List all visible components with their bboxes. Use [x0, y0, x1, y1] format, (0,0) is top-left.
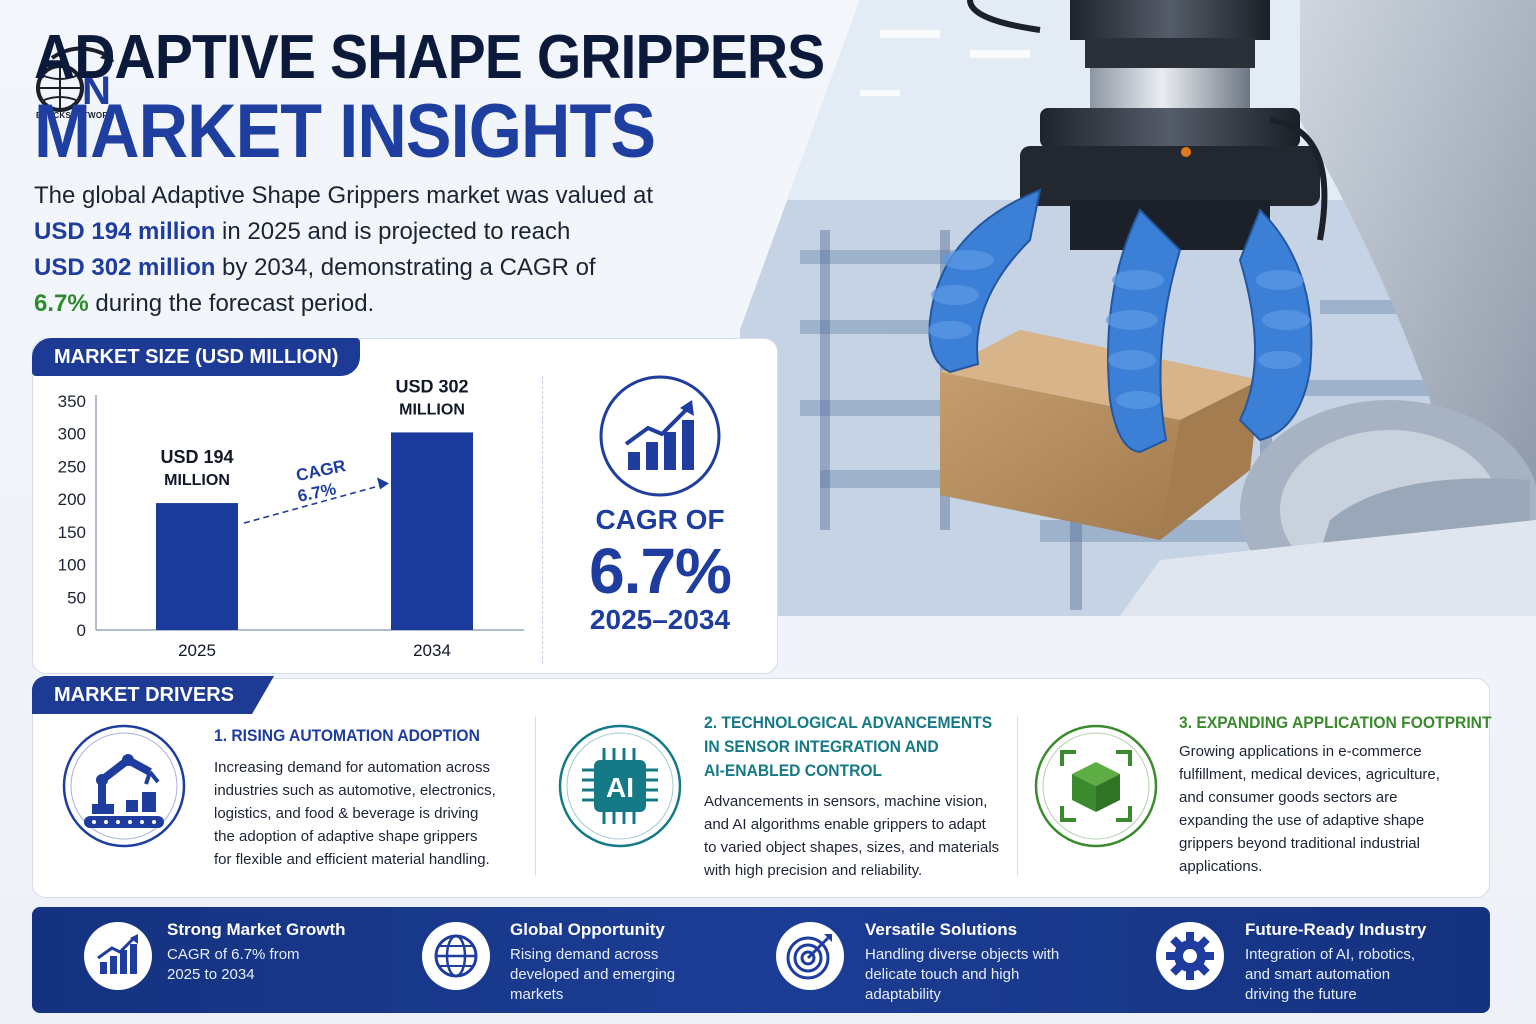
driver-1-body: industries such as automotive, electroni… — [214, 782, 496, 799]
highlight-3-title: Versatile Solutions — [865, 920, 1018, 939]
highlight-2-icon-bg — [422, 922, 490, 990]
x-tick-label: 2025 — [178, 641, 216, 660]
intro-text-2: in 2025 and is projected to reach — [215, 218, 571, 245]
cagr-annotation-text: CAGR — [294, 456, 347, 485]
driver-2-title: IN SENSOR INTEGRATION AND — [704, 737, 939, 756]
driver-1-body: the adoption of adaptive shape grippers — [214, 828, 478, 845]
cagr-arrow-line — [243, 484, 382, 524]
y-tick-label: 50 — [67, 588, 86, 607]
bar-2025 — [156, 503, 238, 630]
driver-3-body: and consumer goods sectors are — [1179, 789, 1398, 806]
hero-gripper-image — [740, 0, 1536, 616]
logo-text: BLACKSNETWORK — [36, 111, 115, 120]
cagr-value: 6.7% — [589, 535, 732, 607]
driver-3-body: fulfillment, medical devices, agricultur… — [1179, 766, 1440, 783]
driver-2-title: 2. TECHNOLOGICAL ADVANCEMENTS — [704, 713, 993, 732]
driver-1-body: for flexible and efficient material hand… — [214, 851, 490, 868]
growth-chart-icon — [599, 375, 721, 497]
driver-3-body: Growing applications in e-commerce — [1179, 743, 1422, 760]
svg-text:AI: AI — [606, 772, 634, 803]
intro-text-4: during the forecast period. — [88, 290, 375, 317]
target-icon — [786, 934, 832, 980]
driver-1-body: Increasing demand for automation across — [214, 759, 490, 776]
driver-2-body: to varied object shapes, sizes, and mate… — [704, 839, 1000, 856]
intro-value-2025: USD 194 million — [34, 218, 216, 245]
y-tick-label: 150 — [58, 523, 86, 542]
bar-data-label: MILLION — [399, 401, 465, 418]
title-line-2: MARKET INSIGHTS — [34, 89, 656, 174]
bar-data-label: USD 302 — [395, 380, 468, 396]
highlight-3-body: Handling diverse objects with — [865, 946, 1060, 963]
y-tick-label: 350 — [58, 392, 86, 411]
driver-1-title: 1. RISING AUTOMATION ADOPTION — [214, 726, 480, 745]
market-drivers-card — [32, 678, 1490, 898]
market-drivers-label: MARKET DRIVERS — [32, 676, 274, 714]
bar-data-label: USD 194 — [160, 447, 233, 467]
driver-3-body: grippers beyond traditional industrial — [1179, 835, 1420, 852]
y-tick-label: 250 — [58, 457, 86, 476]
data-labels: USD 194 MILLION USD 302 MILLION — [160, 380, 468, 489]
intro-text-3: by 2034, demonstrating a CAGR of — [215, 254, 596, 281]
driver-divider-1 — [535, 716, 536, 876]
box-scan-icon — [1034, 724, 1158, 848]
highlight-4-body: driving the future — [1245, 986, 1357, 1003]
driver-1-body: logistics, and food & beverage is drivin… — [214, 805, 479, 822]
card-divider — [542, 376, 543, 664]
robot-arm-icon — [62, 724, 186, 848]
gear-icon — [1166, 932, 1214, 980]
highlight-4-title: Future-Ready Industry — [1245, 920, 1427, 939]
highlight-1-body: 2025 to 2034 — [167, 966, 255, 983]
highlight-2-body: markets — [510, 986, 564, 1003]
y-tick-label: 100 — [58, 556, 86, 575]
highlight-3-body: delicate touch and high — [865, 966, 1020, 983]
highlight-1-icon-bg — [84, 922, 152, 990]
bars — [156, 432, 473, 630]
highlight-2-body: Rising demand across — [510, 946, 659, 963]
highlight-4-body: and smart automation — [1245, 966, 1391, 983]
driver-2-body: with high precision and reliability. — [704, 862, 923, 879]
highlight-2-title: Global Opportunity — [510, 920, 665, 939]
highlight-2-body: developed and emerging — [510, 966, 676, 983]
highlight-1-title: Strong Market Growth — [167, 920, 346, 939]
x-axis: 2025 2034 — [178, 641, 451, 660]
bar-data-label: MILLION — [164, 472, 230, 489]
cagr-of-label: CAGR OF — [595, 504, 725, 535]
driver-2-title: AI-ENABLED CONTROL — [704, 761, 883, 780]
y-tick-label: 200 — [58, 490, 86, 509]
driver-3-title: 3. EXPANDING APPLICATION FOOTPRINT — [1179, 713, 1492, 732]
driver-2-body: Advancements in sensors, machine vision, — [704, 793, 988, 810]
intro-text-1: The global Adaptive Shape Grippers marke… — [34, 182, 654, 209]
driver-3-body: applications. — [1179, 858, 1263, 875]
driver-3-body: expanding the use of adaptive shape — [1179, 812, 1425, 829]
driver-divider-2 — [1017, 716, 1018, 876]
driver-2-body: and AI algorithms enable grippers to ada… — [704, 816, 986, 833]
growth-chart-icon — [97, 934, 138, 974]
highlight-4-body: Integration of AI, robotics, — [1245, 946, 1416, 963]
x-tick-label: 2034 — [413, 641, 451, 660]
ai-chip-icon: AI — [558, 724, 682, 848]
y-tick-label: 300 — [58, 425, 86, 444]
y-tick-label: 0 — [77, 621, 86, 640]
intro-paragraph: The global Adaptive Shape Grippers marke… — [34, 178, 734, 322]
intro-value-2034: USD 302 million — [34, 254, 216, 281]
highlight-3-body: adaptability — [865, 986, 941, 1003]
globe-icon — [434, 934, 478, 978]
highlight-4-icon-bg — [1156, 922, 1224, 990]
svg-text:N: N — [82, 69, 111, 113]
highlight-3-icon-bg — [776, 922, 844, 990]
cagr-arrow-head — [377, 477, 389, 490]
intro-cagr: 6.7% — [34, 290, 89, 317]
cagr-years: 2025–2034 — [589, 604, 731, 635]
bar-2034 — [391, 432, 473, 630]
highlights-banner — [32, 907, 1490, 1013]
title-line-1: ADAPTIVE SHAPE GRIPPERS — [34, 23, 825, 92]
brand-logo: N — [30, 38, 130, 122]
highlight-1-body: CAGR of 6.7% from — [167, 946, 300, 963]
market-size-label: MARKET SIZE (USD MILLION) — [32, 338, 361, 376]
